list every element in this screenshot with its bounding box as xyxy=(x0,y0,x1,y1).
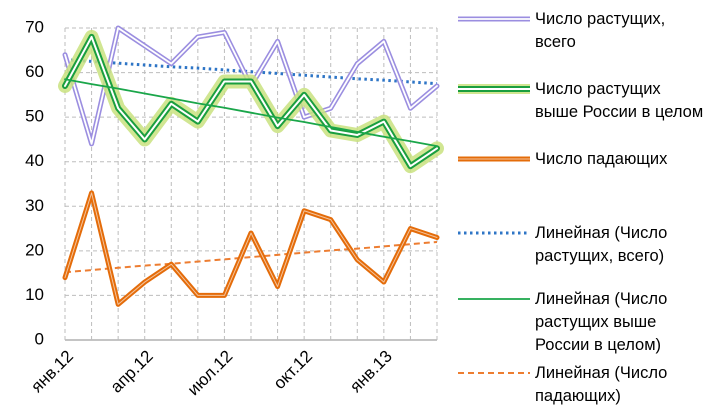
x-tick-label: апр.12 xyxy=(107,347,157,397)
legend-label: Линейная (Число падающих) xyxy=(535,364,668,405)
x-tick-label: июл.12 xyxy=(184,347,237,400)
y-tick-label: 20 xyxy=(25,240,44,259)
y-tick-label: 70 xyxy=(25,17,44,36)
series-line-inner xyxy=(64,192,438,305)
series-line xyxy=(64,58,438,86)
legend-label: Линейная (Число растущих выше России в ц… xyxy=(535,290,668,354)
series-line xyxy=(64,240,438,274)
legend-label: Число падающих xyxy=(535,150,668,168)
y-tick-label: 50 xyxy=(25,107,44,126)
y-tick-label: 10 xyxy=(25,285,44,304)
x-tick-label: янв.13 xyxy=(346,347,396,397)
x-tick-label: янв.12 xyxy=(27,347,77,397)
y-tick-label: 40 xyxy=(25,151,44,170)
x-tick-label: окт.12 xyxy=(270,347,316,393)
series-line-inner xyxy=(64,35,438,168)
legend-label: Линейная (Число растущих, всего) xyxy=(535,224,668,265)
y-tick-label: 0 xyxy=(35,329,44,348)
legend-label: Число растущих выше России в целом xyxy=(535,80,704,121)
legend-label: Число растущих, всего xyxy=(535,10,666,51)
series-line xyxy=(64,78,438,148)
y-tick-label: 60 xyxy=(25,62,44,81)
y-tick-label: 30 xyxy=(25,196,44,215)
